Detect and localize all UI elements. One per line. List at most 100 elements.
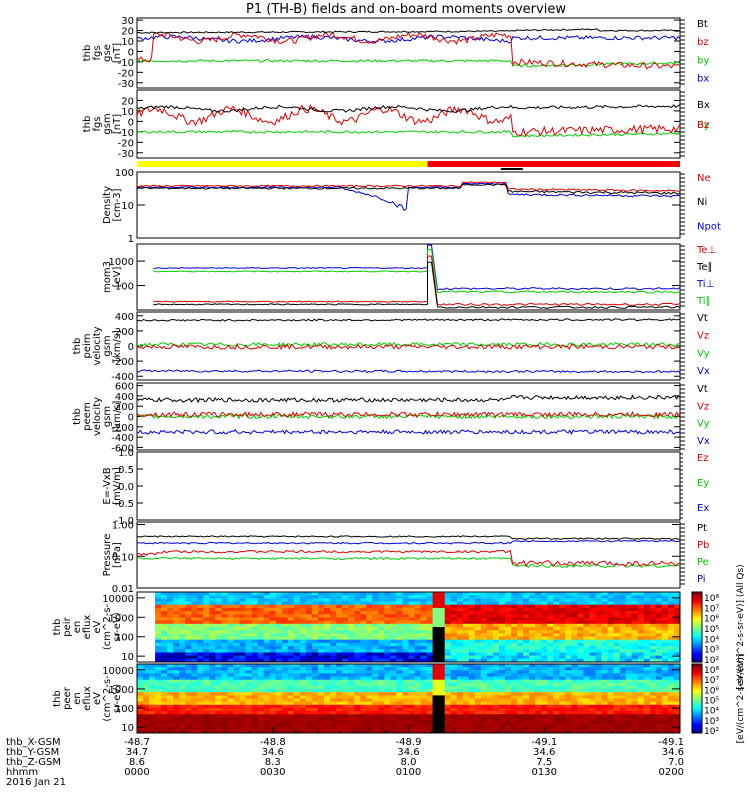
spectrogram-cell <box>275 627 283 631</box>
spectrogram-cell <box>661 658 669 663</box>
spectrogram-cell <box>553 646 560 650</box>
spectrogram-cell <box>631 726 639 731</box>
spectrogram-cell <box>559 611 566 615</box>
spectrogram-cell <box>390 627 397 631</box>
spectrogram-cell <box>619 636 627 641</box>
spectrogram-cell <box>474 692 482 696</box>
spectrogram-cell <box>239 658 247 663</box>
spectrogram-cell <box>595 723 602 728</box>
spectrogram-cell <box>595 670 602 674</box>
spectrogram-cell <box>336 604 343 609</box>
spectrogram-cell <box>529 604 536 609</box>
spectrogram-cell <box>179 670 186 674</box>
spectrogram-cell <box>221 701 228 706</box>
spectrogram-cell <box>493 723 500 728</box>
colorbar-cell <box>692 648 702 651</box>
spectrogram-cell <box>299 704 307 709</box>
spectrogram-cell <box>324 676 331 681</box>
spectrogram-cell <box>674 633 681 638</box>
spectrogram-cell <box>661 598 669 603</box>
spectrogram-cell <box>643 611 651 615</box>
spectrogram-cell <box>275 607 283 612</box>
spectrogram-cell <box>305 614 313 618</box>
spectrogram-cell <box>619 726 627 731</box>
spectrogram-cell <box>595 704 602 709</box>
spectrogram-cell <box>281 692 289 696</box>
spectrogram-cell <box>396 652 403 657</box>
spectrogram-cell <box>287 639 295 644</box>
spectrogram-cell <box>607 658 615 663</box>
spectrogram-cell <box>354 623 361 628</box>
spectrogram-cell <box>486 692 494 696</box>
spectrogram-cell <box>227 720 234 725</box>
spectrogram-cell <box>287 673 295 677</box>
spectrogram-cell <box>535 698 542 703</box>
spectrogram-cell <box>233 592 240 596</box>
spectrogram-cell <box>227 604 234 609</box>
spectrogram-cell <box>505 726 512 731</box>
y-axis-label: peer <box>62 686 73 710</box>
spectrogram-cell <box>348 646 355 650</box>
y-tick-label: -1.0 <box>114 516 134 527</box>
spectrogram-cell <box>565 617 572 622</box>
spectrogram-cell <box>215 604 222 609</box>
spectrogram-cell <box>553 664 560 668</box>
spectrogram-cell <box>390 729 397 734</box>
spectrogram-cell <box>384 646 391 650</box>
spectrogram-cell <box>203 667 210 671</box>
spectrogram-cell <box>565 604 572 609</box>
spectrogram-cell <box>191 627 198 631</box>
spectrogram-cell <box>631 611 639 615</box>
spectrogram-cell <box>209 720 216 725</box>
spectrogram-cell <box>342 592 349 596</box>
spectrogram-cell <box>342 729 349 734</box>
spectrogram-cell <box>468 673 476 677</box>
spectrogram-cell <box>480 682 488 687</box>
spectrogram-cell <box>535 695 542 699</box>
spectrogram-cell <box>402 636 409 641</box>
spectrogram-cell <box>149 698 156 703</box>
spectrogram-cell <box>299 614 307 618</box>
spectrogram-cell <box>233 717 240 721</box>
spectrogram-cell <box>468 714 476 718</box>
spectrogram-cell <box>535 667 542 671</box>
spectrogram-cell <box>185 689 192 693</box>
spectrogram-cell <box>185 667 192 671</box>
spectrogram-cell <box>559 714 566 718</box>
spectrogram-cell <box>607 673 615 677</box>
spectrogram-cell <box>233 658 240 663</box>
spectrogram-cell <box>179 601 186 606</box>
spectrogram-cell <box>396 729 403 734</box>
spectrogram-cell <box>649 670 657 674</box>
spectrogram-cell <box>607 604 615 609</box>
spectrogram-cell <box>613 655 621 660</box>
spectrogram-cell <box>167 670 174 674</box>
spectrogram-cell <box>450 670 458 674</box>
spectrogram-cell <box>402 676 409 681</box>
spectrogram-cell <box>269 664 277 668</box>
spectrogram-cell <box>637 686 645 690</box>
spectrogram-cell <box>221 686 228 690</box>
spectrogram-cell <box>366 704 373 709</box>
spectrogram-cell <box>203 711 210 715</box>
spectrogram-cell <box>517 707 524 712</box>
spectrogram-cell <box>547 695 554 699</box>
spectrogram-cell <box>493 592 500 596</box>
spectrogram-cell <box>390 726 397 731</box>
spectrogram-cell <box>312 723 319 728</box>
spectrogram-cell <box>137 717 144 721</box>
spectrogram-cell <box>462 617 470 622</box>
spectrogram-cell <box>577 717 584 721</box>
spectrogram-cell <box>619 646 627 650</box>
spectrogram-cell <box>372 630 379 634</box>
y-axis-label: thb <box>72 408 83 425</box>
spectrogram-cell <box>426 636 434 641</box>
spectrogram-cell <box>565 682 572 687</box>
spectrogram-cell <box>462 601 470 606</box>
spectrogram-cell <box>511 723 518 728</box>
spectrogram-cell <box>197 670 204 674</box>
spectrogram-cell <box>426 692 434 696</box>
colorbar-cell <box>692 651 702 654</box>
spectrogram-cell <box>348 639 355 644</box>
spectrogram-cell <box>342 682 349 687</box>
